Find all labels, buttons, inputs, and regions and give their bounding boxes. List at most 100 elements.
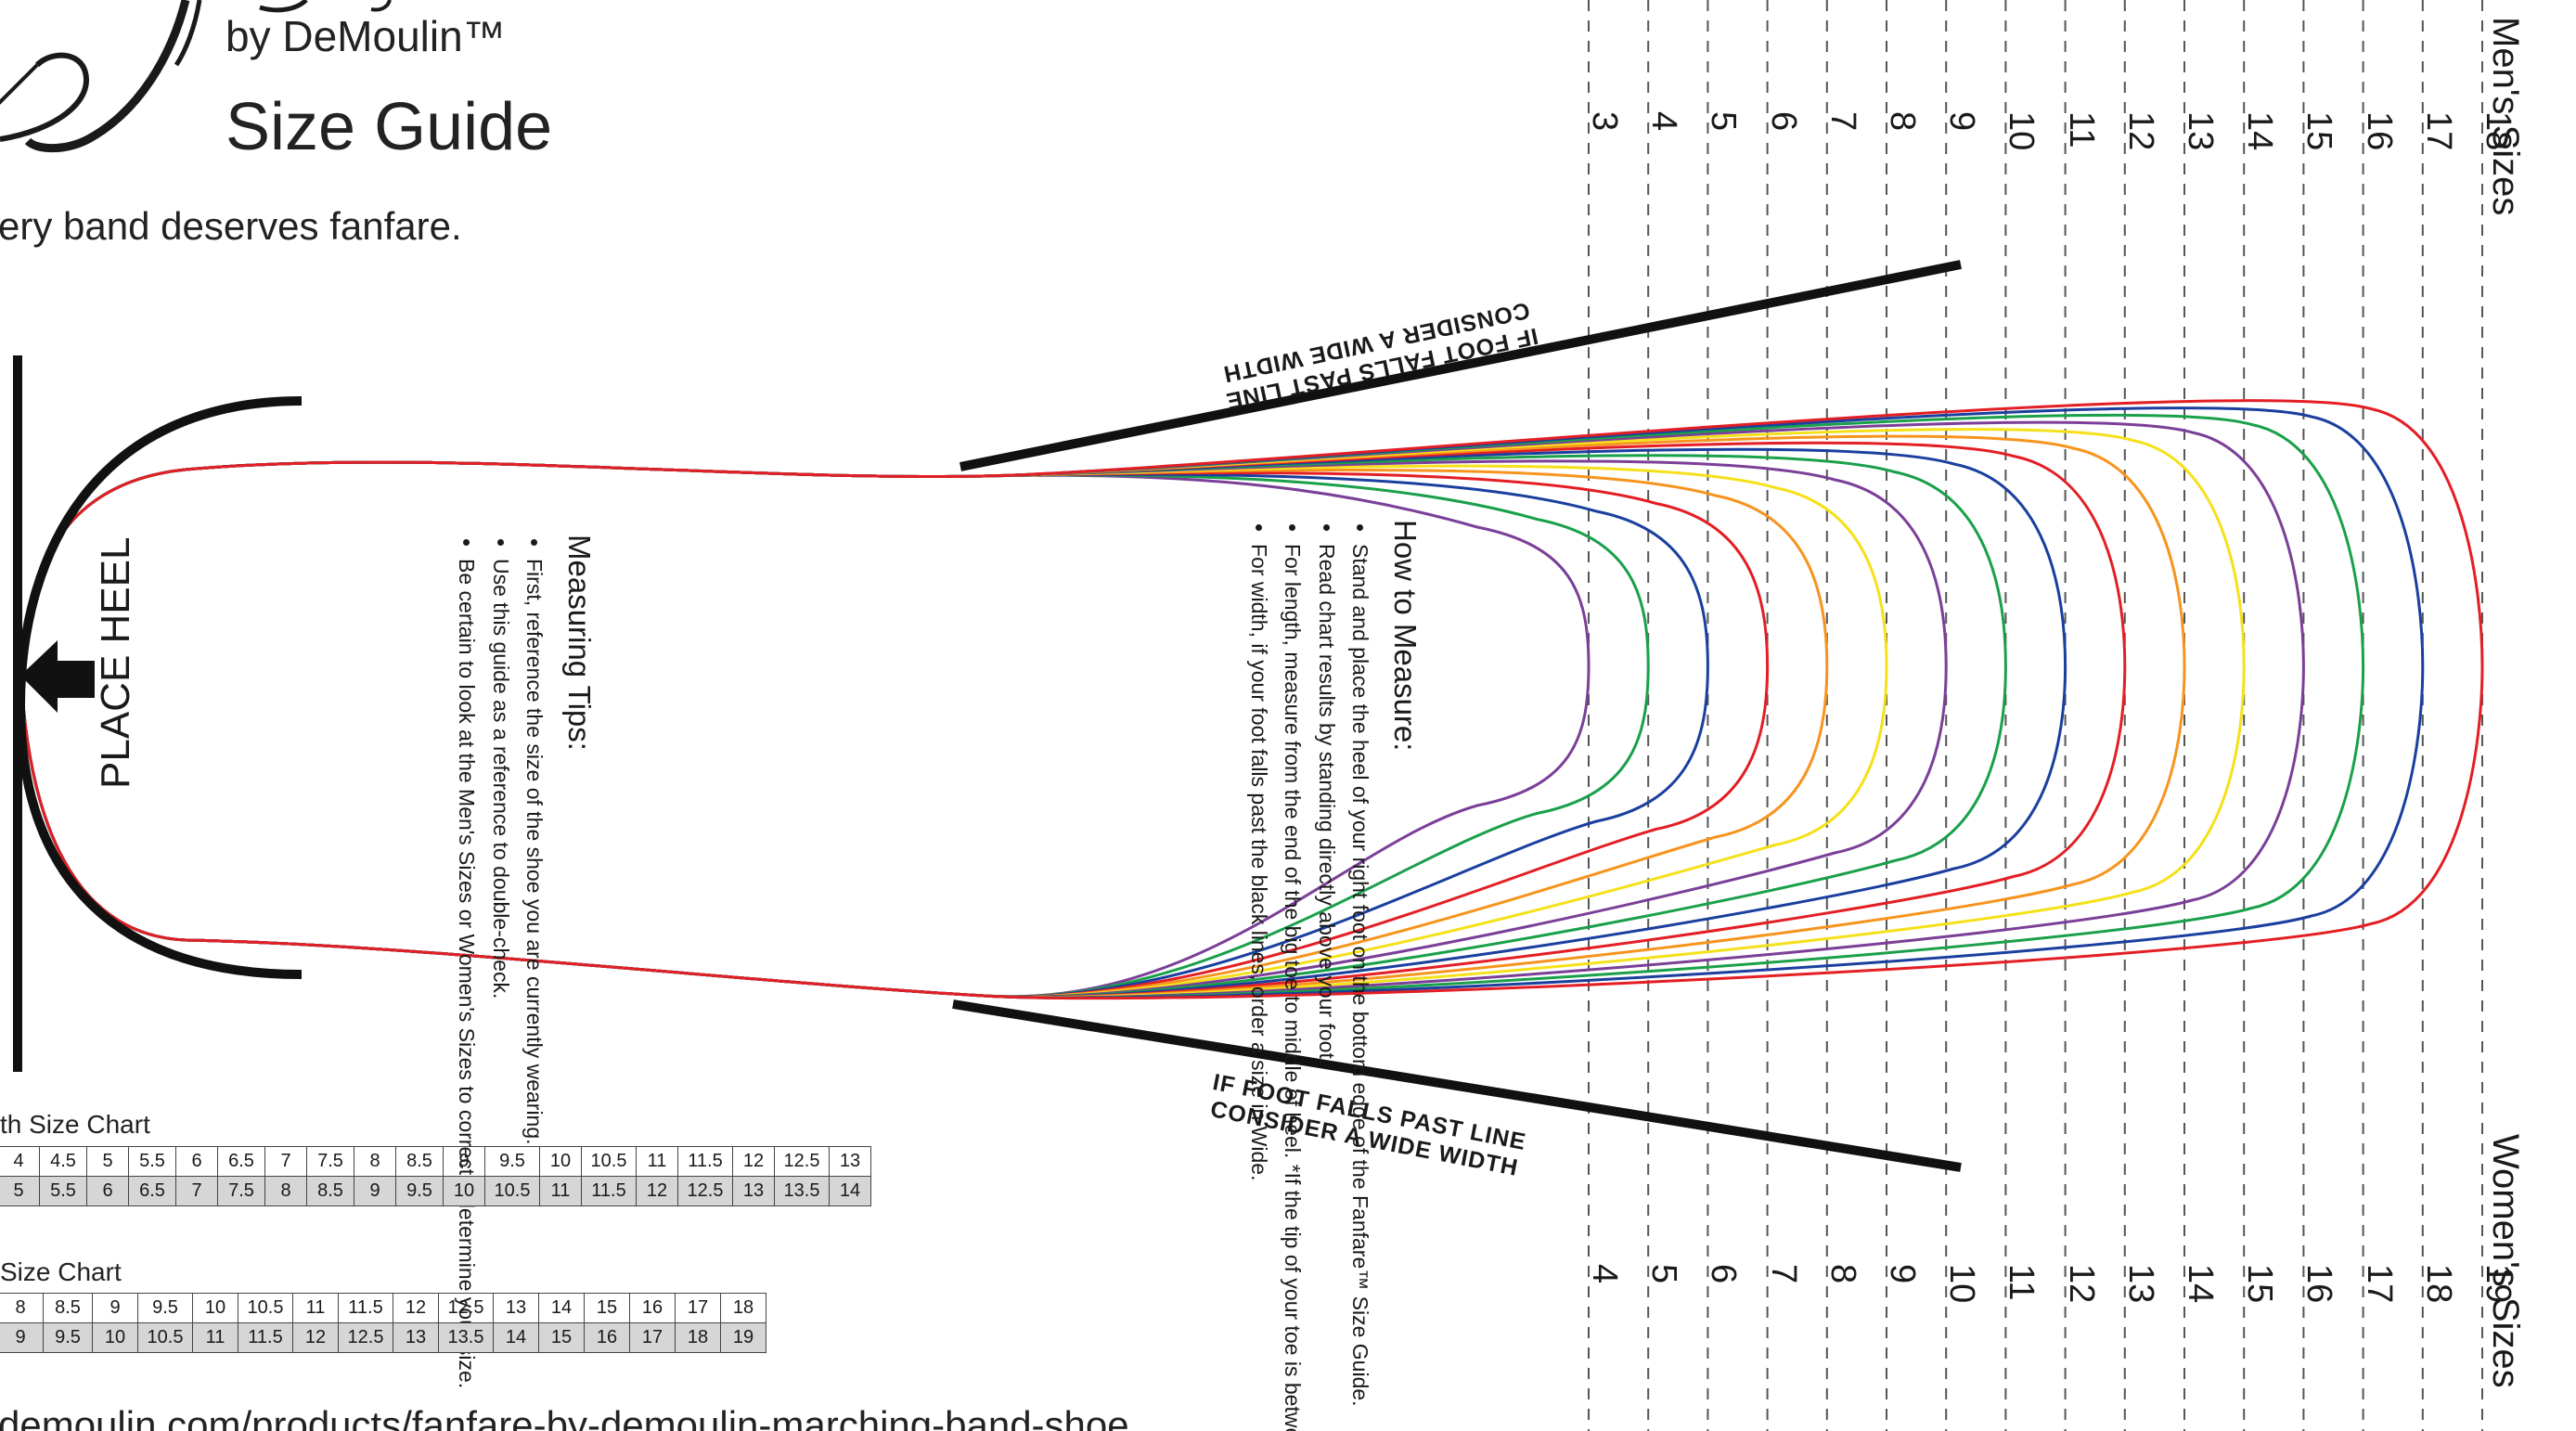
how-to-measure-heading: How to Measure: xyxy=(1388,520,1423,752)
table-row: 5 5.5 6 6.5 7 7.5 8 8.5 9 9.5 10 10.5 11 11.5 12 12.5 13… xyxy=(0,1176,871,1206)
measuring-tips: Measuring Tips: First, reference the siz… xyxy=(450,535,603,1388)
wide-width-line-top xyxy=(960,260,1962,471)
table-cell: 12 xyxy=(292,1322,339,1353)
table-cell: 8 xyxy=(354,1146,396,1177)
foot-outline-size-9 xyxy=(19,459,1948,999)
product-url: demoulin.com/products/fanfare-by-demouli… xyxy=(0,1403,1129,1431)
wide-width-line-bottom xyxy=(952,999,1962,1172)
womens-size-number: 8 xyxy=(1823,1264,1862,1284)
how-to-measure-item: For length, measure from the end of the … xyxy=(1276,544,1309,1431)
womens-size-number: 12 xyxy=(2061,1264,2101,1304)
table-cell: 6 xyxy=(86,1176,129,1206)
womens-size-number: 5 xyxy=(1644,1264,1684,1284)
measuring-tip-item: Use this guide as a reference to double-… xyxy=(483,559,517,999)
table-cell: 9.5 xyxy=(395,1176,444,1206)
womens-size-number: 13 xyxy=(2120,1264,2160,1304)
table-cell: 9.5 xyxy=(43,1322,93,1353)
measuring-tip-item: First, reference the size of the shoe yo… xyxy=(518,559,551,1145)
table-cell: 9 xyxy=(92,1293,138,1323)
table-cell: 10 xyxy=(539,1146,582,1177)
mens-size-number: 3 xyxy=(1585,111,1624,132)
table-cell: 5.5 xyxy=(39,1176,87,1206)
how-to-measure-item: For width, if your foot falls past the b… xyxy=(1243,544,1276,1180)
table-cell: 6 xyxy=(175,1146,218,1177)
mens-size-number: 5 xyxy=(1704,111,1744,132)
width-size-chart: 4 4.5 5 5.5 6 6.5 7 7.5 8 8.5 9 9.5 10 10.5 11 11.5 12 12… xyxy=(0,1146,871,1206)
table-cell: 10.5 xyxy=(581,1146,637,1177)
table-cell: 9 xyxy=(443,1146,485,1177)
table-cell: 15 xyxy=(538,1322,585,1353)
table-cell: 9 xyxy=(0,1322,44,1353)
womens-sizes-label: Women's Sizes xyxy=(2485,1134,2526,1388)
womens-size-number: 6 xyxy=(1704,1264,1744,1284)
table-cell: 7.5 xyxy=(306,1146,354,1177)
foot-outline-size-12 xyxy=(19,441,2127,999)
table-cell: 12.5 xyxy=(438,1293,494,1323)
mens-size-number: 9 xyxy=(1942,111,1982,132)
table-cell: 10 xyxy=(92,1322,138,1353)
fanfare-logo-swash xyxy=(0,0,392,153)
size-guide-lines xyxy=(1588,0,2483,1431)
womens-size-number: 15 xyxy=(2240,1264,2280,1304)
womens-size-number: 10 xyxy=(1942,1264,1982,1304)
table-cell: 8.5 xyxy=(395,1146,444,1177)
table-cell: 7 xyxy=(264,1146,307,1177)
table-cell: 12.5 xyxy=(338,1322,393,1353)
foot-outline-size-8 xyxy=(19,460,1888,999)
mens-size-number: 12 xyxy=(2120,111,2160,151)
brand-by-line: by DeMoulin™ xyxy=(225,12,506,60)
table-cell: 17 xyxy=(629,1322,676,1353)
table-cell: 12 xyxy=(393,1293,439,1323)
womens-size-number: 11 xyxy=(2002,1264,2041,1301)
table-cell: 8 xyxy=(0,1293,44,1323)
table-cell: 11 xyxy=(292,1293,339,1323)
place-heel-arrow-icon xyxy=(20,640,95,713)
table-cell: 12.5 xyxy=(677,1176,733,1206)
mens-size-number: 15 xyxy=(2299,111,2339,151)
table-cell: 11.5 xyxy=(677,1146,733,1177)
table-cell: 11.5 xyxy=(581,1176,637,1206)
size-chart: 8 8.5 9 9.5 10 10.5 11 11.5 12 12.5 13 14 15 16 17 18 9… xyxy=(0,1293,766,1353)
womens-size-number: 16 xyxy=(2299,1264,2339,1304)
table-cell: 14 xyxy=(829,1176,871,1206)
table-cell: 10.5 xyxy=(484,1176,540,1206)
table-row: 4 4.5 5 5.5 6 6.5 7 7.5 8 8.5 9 9.5 10 10.5 11 11.5 12 12… xyxy=(0,1146,871,1177)
table-cell: 13 xyxy=(493,1293,539,1323)
size-chart-caption: Size Chart xyxy=(0,1257,122,1286)
table-cell: 11 xyxy=(636,1146,678,1177)
table-cell: 7 xyxy=(175,1176,218,1206)
table-row: 9 9.5 10 10.5 11 11.5 12 12.5 13 13.5 14 15 16 17 18 19 xyxy=(0,1322,766,1353)
how-to-measure-item: Stand and place the heel of your right f… xyxy=(1344,544,1377,1407)
table-cell: 15 xyxy=(584,1293,630,1323)
table-cell: 8.5 xyxy=(43,1293,93,1323)
how-to-measure-item: Read chart results by standing directly … xyxy=(1309,544,1343,1064)
mens-size-number: 10 xyxy=(2002,111,2041,151)
table-cell: 4.5 xyxy=(39,1146,87,1177)
table-cell: 11.5 xyxy=(238,1322,293,1353)
table-cell: 13 xyxy=(393,1322,439,1353)
foot-outline-size-16 xyxy=(19,413,2365,999)
table-cell: 11 xyxy=(539,1176,582,1206)
mens-size-number: 7 xyxy=(1823,111,1862,132)
measuring-tips-heading: Measuring Tips: xyxy=(562,535,597,751)
table-cell: 14 xyxy=(493,1322,539,1353)
table-cell: 4 xyxy=(0,1146,40,1177)
table-cell: 11.5 xyxy=(338,1293,393,1323)
width-chart-caption: th Size Chart xyxy=(0,1110,150,1139)
mens-size-number: 11 xyxy=(2061,111,2101,148)
womens-size-number: 17 xyxy=(2359,1264,2399,1304)
mens-size-number: 14 xyxy=(2240,111,2280,151)
table-cell: 14 xyxy=(538,1293,585,1323)
table-cell: 13.5 xyxy=(774,1176,830,1206)
mens-size-number: 18 xyxy=(2479,111,2518,151)
womens-size-number: 4 xyxy=(1585,1264,1624,1284)
mens-size-number: 8 xyxy=(1883,111,1922,132)
womens-size-number: 9 xyxy=(1883,1264,1922,1284)
foot-outline-size-11 xyxy=(19,447,2067,999)
table-cell: 5.5 xyxy=(128,1146,176,1177)
page-title: Size Guide xyxy=(225,90,553,164)
table-row: 8 8.5 9 9.5 10 10.5 11 11.5 12 12.5 13 14 15 16 17 18 xyxy=(0,1293,766,1323)
mens-size-number: 17 xyxy=(2418,111,2458,151)
table-cell: 18 xyxy=(675,1322,721,1353)
